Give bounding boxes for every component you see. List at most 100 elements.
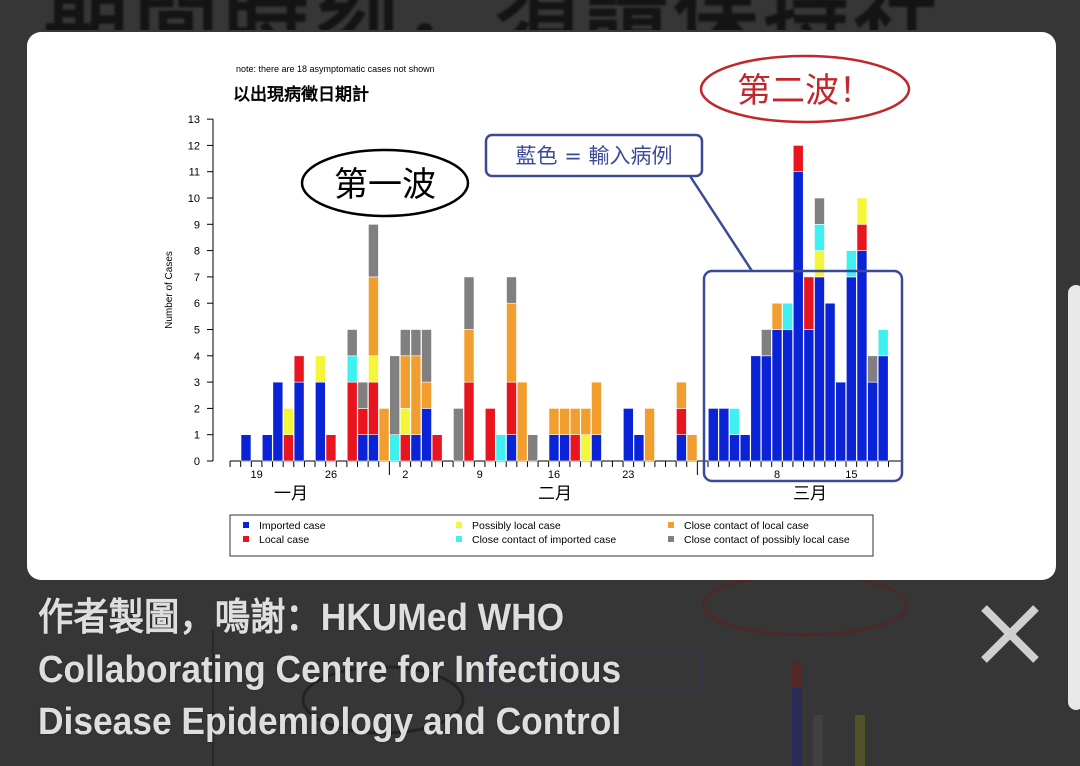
- bar-segment-close-contact-of-possibly-local-case: [389, 355, 400, 435]
- bar-segment-close-contact-of-possibly-local-case: [761, 329, 772, 357]
- bar-segment-close-contact-of-imported-case: [846, 250, 857, 278]
- bar-segment-imported-case: [771, 329, 783, 462]
- bar-segment-close-contact-of-imported-case: [389, 434, 400, 462]
- bar-segment-imported-case: [421, 408, 432, 462]
- legend-swatch: [243, 522, 249, 528]
- scrollbar[interactable]: [1068, 285, 1080, 710]
- legend-swatch: [243, 536, 249, 542]
- bar-segment-possibly-local-case: [368, 355, 379, 383]
- bar-segment-close-contact-of-local-case: [591, 381, 602, 436]
- bar-segment-imported-case: [824, 302, 836, 462]
- y-tick-label: 3: [194, 377, 200, 389]
- x-tick-label: 19: [250, 469, 262, 481]
- bar-segment-local-case: [431, 434, 443, 462]
- bar-segment-imported-case: [846, 276, 857, 462]
- bar-segment-imported-case: [707, 408, 719, 462]
- bar-segment-possibly-local-case: [315, 355, 326, 383]
- bar-segment-imported-case: [368, 434, 379, 462]
- bar-segment-close-contact-of-local-case: [676, 381, 687, 409]
- bar-segment-close-contact-of-local-case: [410, 355, 422, 435]
- blue-note-box: [484, 133, 704, 178]
- legend-label: Close contact of local case: [684, 520, 809, 532]
- y-tick-label: 4: [194, 351, 200, 363]
- bar-segment-imported-case: [506, 434, 517, 462]
- bar-segment-close-contact-of-local-case: [559, 408, 570, 435]
- y-tick-label: 10: [188, 193, 200, 205]
- bar-segment-imported-case: [410, 434, 422, 462]
- close-button[interactable]: [972, 596, 1048, 672]
- second-wave-label: 第二波！: [737, 71, 873, 111]
- bar-segment-possibly-local-case: [283, 408, 294, 435]
- bar-segment-imported-case: [272, 381, 284, 462]
- bar-segment-close-contact-of-local-case: [686, 434, 698, 462]
- legend-label: Close contact of possibly local case: [684, 534, 850, 546]
- ghost-bar: [855, 715, 865, 766]
- first-wave-label: 第一波: [334, 165, 436, 205]
- bar-segment-local-case: [506, 381, 517, 436]
- y-tick-label: 1: [194, 430, 200, 442]
- legend-label: Close contact of imported case: [472, 534, 616, 546]
- bar-segment-close-contact-of-local-case: [516, 381, 528, 462]
- month-labels: 一月 二月 三月: [274, 484, 827, 504]
- bar-segment-imported-case: [803, 329, 815, 462]
- bar-segment-possibly-local-case: [399, 408, 411, 435]
- bar-segment-imported-case: [814, 276, 825, 462]
- legend: Imported case Local case Possibly local ca…: [229, 514, 874, 557]
- caption-line: 作者製圖，鳴謝：HKUMed WHO: [38, 597, 565, 639]
- bar-segment-close-contact-of-possibly-local-case: [463, 276, 475, 330]
- ghost-bar: [792, 662, 802, 688]
- bar-segment-imported-case: [548, 434, 560, 462]
- bar-segment-imported-case: [623, 408, 634, 462]
- chart-note: note: there are 18 asymptomatic cases no…: [236, 64, 435, 74]
- bar-segment-close-contact-of-possibly-local-case: [421, 329, 432, 383]
- legend-label: Local case: [259, 534, 309, 546]
- legend-box: [229, 514, 874, 557]
- bar-segment-imported-case: [591, 434, 602, 462]
- bar-segment-imported-case: [729, 434, 740, 462]
- bar-segment-close-contact-of-local-case: [580, 408, 592, 435]
- y-tick-label: 13: [188, 114, 200, 126]
- bar-segment-close-contact-of-imported-case: [877, 329, 889, 357]
- bar-segment-close-contact-of-imported-case: [495, 434, 507, 462]
- image-caption: 作者製圖，鳴謝：HKUMed WHO Collaborating Centre …: [38, 592, 621, 748]
- close-x-icon[interactable]: [972, 596, 1048, 672]
- bar-segment-local-case: [357, 408, 369, 435]
- bar-segment-local-case: [803, 276, 815, 330]
- bar-segment-local-case: [792, 145, 804, 172]
- bar-segment-close-contact-of-possibly-local-case: [346, 329, 358, 357]
- bar-segment-imported-case: [761, 355, 772, 462]
- month-label-jan: 一月: [274, 484, 308, 504]
- bar-segment-local-case: [368, 381, 379, 436]
- image-viewer-card: note: there are 18 asymptomatic cases no…: [27, 32, 1056, 580]
- bar-segment-local-case: [856, 224, 868, 251]
- bar-segment-possibly-local-case: [580, 434, 592, 462]
- y-tick-label: 0: [194, 456, 200, 468]
- legend-swatch: [456, 522, 462, 528]
- bar-segment-imported-case: [835, 381, 847, 462]
- bar-segment-close-contact-of-possibly-local-case: [506, 276, 517, 304]
- y-tick-label: 8: [194, 246, 200, 258]
- bar-segment-imported-case: [357, 434, 369, 462]
- bar-segment-close-contact-of-imported-case: [782, 302, 793, 330]
- y-tick-label: 7: [194, 272, 200, 284]
- x-axis: 19 26 2 9 16 23 8 15: [229, 460, 902, 481]
- ghost-bar: [813, 715, 823, 766]
- bar-segment-close-contact-of-local-case: [548, 408, 560, 435]
- bar-segment-imported-case: [856, 250, 868, 462]
- first-wave-ellipse: [300, 148, 470, 218]
- month-label-mar: 三月: [793, 484, 827, 504]
- month-label-feb: 二月: [538, 484, 572, 504]
- bar-segment-imported-case: [877, 355, 889, 462]
- ghost-ellipse-second-wave: [701, 573, 909, 637]
- chart-title: 以出現病徵日期計: [233, 84, 369, 105]
- legend-label: Possibly local case: [472, 520, 561, 532]
- bar-segment-local-case: [569, 434, 581, 462]
- caption-line: Disease Epidemiology and Control: [38, 701, 622, 743]
- bar-segment-imported-case: [782, 329, 793, 462]
- bar-segment-imported-case: [261, 434, 273, 462]
- legend-label: Imported case: [259, 520, 326, 532]
- bar-segment-close-contact-of-possibly-local-case: [527, 434, 539, 462]
- bar-segment-imported-case: [739, 434, 751, 462]
- second-wave-ellipse: [699, 54, 911, 124]
